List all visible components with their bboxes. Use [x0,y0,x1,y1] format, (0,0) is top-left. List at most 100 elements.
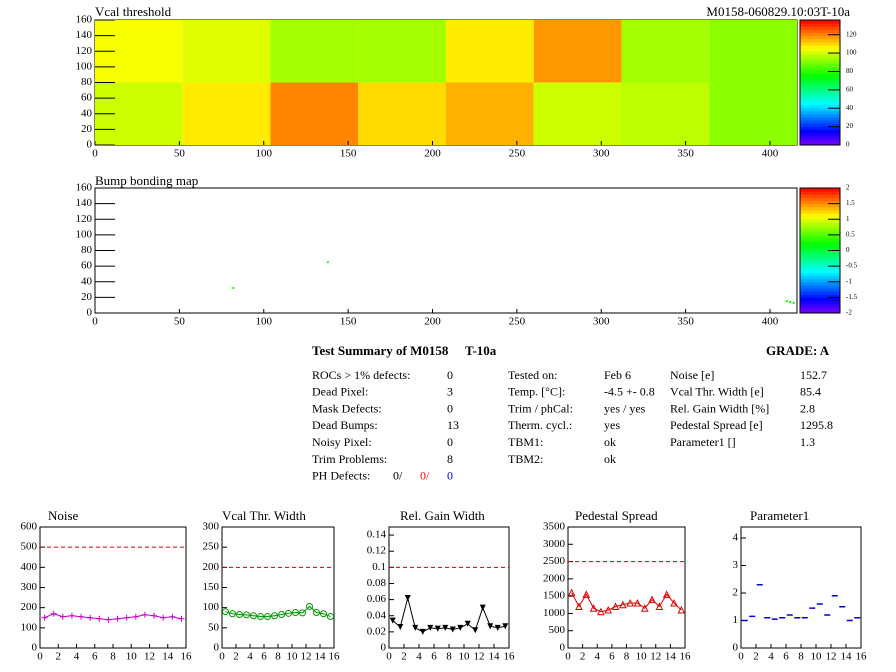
x-tick-label: 50 [174,148,186,160]
marker [677,605,686,614]
marker [487,623,494,630]
marker [243,611,250,619]
marker [662,590,671,598]
marker [222,608,229,616]
x-tick-label: 50 [174,316,186,328]
summary-label: TBM1: [508,435,543,449]
summary-label: TBM2: [508,452,543,466]
marker [327,613,334,621]
y-tick-label: 1500 [543,590,566,602]
x-tick-label: 16 [504,651,516,663]
marker [619,600,627,609]
x-tick-label: 14 [162,651,174,663]
x-tick-label: 10 [811,651,823,663]
marker [271,612,278,620]
series-line [225,605,331,618]
colorbar-band [800,35,840,40]
summary-title: Test Summary of M0158 [312,343,449,358]
x-tick-label: 0 [92,148,98,160]
x-tick-label: 14 [665,651,677,663]
x-tick-label: 6 [783,651,789,663]
x-tick-label: 12 [301,651,312,663]
y-tick-label: 60 [81,92,93,104]
colorbar-label: 0.5 [846,230,855,238]
marker [582,590,591,598]
colorbar-label: 120 [846,30,857,38]
colorbar-label: 20 [846,122,854,130]
summary-value: 3 [447,385,453,399]
x-tick-label: 10 [126,651,138,663]
x-tick-label: 0 [92,316,98,328]
summary-label: Temp. [°C]: [508,385,565,399]
y-tick-label: 60 [81,260,93,272]
summary-value: ok [604,435,616,449]
colorbar-band [800,110,840,115]
heat-cell [358,20,446,83]
y-tick-label: 0.02 [367,625,386,637]
x-tick-label: 350 [677,148,694,160]
marker [472,627,479,634]
chart-title: Vcal Thr. Width [222,508,306,523]
colorbar-band [800,60,840,65]
colorbar-band [800,259,840,264]
y-tick-label: 0 [381,642,387,654]
x-tick-label: 14 [841,651,853,663]
colorbar-band [800,51,840,55]
summary-label: Vcal Thr. Width [e] [670,385,764,399]
colorbar-band [800,266,840,270]
y-tick-label: 1000 [543,607,566,619]
summary-value: Feb 6 [604,368,631,382]
x-tick-label: 0 [219,651,225,663]
colorbar-label: 0 [846,141,850,149]
summary-label: Rel. Gain Width [%] [670,401,769,415]
colorbar-label: -0.5 [846,262,858,270]
marker [611,602,620,611]
y-tick-label: 3500 [543,521,566,533]
colorbar-band [800,206,840,211]
chart-title: Noise [48,508,79,523]
colorbar-band [800,98,840,102]
summary-label: Therm. cycl.: [508,418,572,432]
colorbar-band [800,141,840,146]
bump-point [785,300,788,303]
series-line [571,592,682,613]
y-tick-label: 140 [76,197,93,209]
y-tick-label: 20 [81,123,93,135]
colorbar-band [800,29,840,33]
colorbar-band [800,138,840,143]
series-line [392,597,506,633]
chart-title: Rel. Gain Width [400,508,485,523]
marker [229,610,236,618]
colorbar-label: -1.5 [846,293,858,301]
series-line [44,613,182,621]
marker [655,602,664,611]
colorbar-band [800,275,840,280]
colorbar-band [800,32,840,37]
colorbar-band [800,306,840,311]
colorbar-band [800,48,840,52]
y-tick-label: 20 [81,291,93,303]
marker [427,624,434,631]
marker [50,610,57,617]
marker [397,624,404,631]
colorbar-band [800,263,840,267]
bump-point [792,301,795,304]
colorbar-label: 40 [846,104,854,112]
x-tick-label: 2 [580,651,586,663]
x-tick-label: 4 [74,651,80,663]
y-tick-label: 300 [21,581,38,593]
x-tick-label: 150 [340,316,357,328]
summary-value: 152.7 [800,368,827,382]
marker [494,624,501,631]
colorbar-band [800,213,840,217]
x-tick-label: 4 [247,651,253,663]
marker [257,613,264,621]
summary-label: Parameter1 [] [670,435,736,449]
x-tick-label: 200 [424,148,441,160]
colorbar-band [800,116,840,121]
marker [449,626,456,633]
colorbar-band [800,200,840,205]
colorbar-band [800,203,840,208]
x-tick-label: 300 [593,316,610,328]
